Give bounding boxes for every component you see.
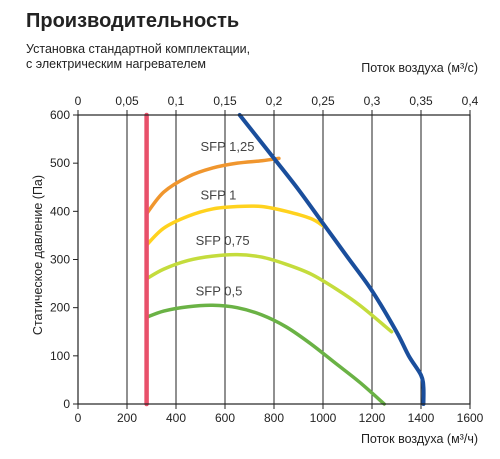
- x-tick-label: 1200: [359, 411, 386, 425]
- x-tick-label: 400: [166, 411, 186, 425]
- x-tick-label: 1400: [408, 411, 435, 425]
- grid: [126, 115, 422, 404]
- series-line-sfp-0-75: [144, 252, 394, 334]
- subtitle-line-2: с электрическим нагревателем: [26, 57, 207, 71]
- series-line-sfp-1-25: [144, 156, 281, 216]
- y-tick-label: 200: [50, 301, 70, 315]
- x-top-tick-label: 0,05: [115, 94, 139, 108]
- y-tick-label: 300: [50, 253, 70, 267]
- x-tick-label: 200: [117, 411, 137, 425]
- x-tick-label: 1600: [457, 411, 484, 425]
- y-tick-label: 400: [50, 204, 70, 218]
- x-top-tick-label: 0,15: [213, 94, 237, 108]
- series-line-sfp-0-5: [144, 303, 386, 406]
- x-top-tick-label: 0,4: [462, 94, 479, 108]
- series-line-sfp-1: [144, 204, 325, 247]
- plot-frame: [77, 114, 471, 405]
- series-label: SFP 0,75: [196, 233, 250, 248]
- x-tick-label: 0: [75, 411, 82, 425]
- x-top-tick-label: 0,2: [266, 94, 283, 108]
- x-top-tick-label: 0,3: [364, 94, 381, 108]
- x-tick-label: 600: [215, 411, 235, 425]
- series-lines: [144, 112, 426, 407]
- x-top-tick-label: 0: [75, 94, 82, 108]
- x-top-tick-label: 0,35: [409, 94, 433, 108]
- x-top-tick-label: 0,1: [168, 94, 185, 108]
- x-top-tick-label: 0,25: [311, 94, 335, 108]
- y-tick-label: 500: [50, 156, 70, 170]
- y-tick-label: 600: [50, 108, 70, 122]
- x-tick-label: 1000: [310, 411, 337, 425]
- subtitle-line-1: Установка стандартной комплектации,: [26, 42, 251, 56]
- x-axis-label: Поток воздуха (м³/ч): [360, 432, 478, 446]
- x-top-axis-label: Поток воздуха (м³/с): [361, 61, 478, 75]
- series-label: SFP 1: [201, 187, 237, 202]
- series-line-4: [237, 113, 426, 406]
- y-tick-label: 100: [50, 349, 70, 363]
- chart-subtitle: Установка стандартной комплектации, с эл…: [26, 42, 326, 72]
- x-tick-label: 800: [264, 411, 284, 425]
- chart-title: Производительность: [26, 10, 240, 32]
- series-label: SFP 0,5: [196, 284, 243, 299]
- y-tick-label: 0: [63, 397, 70, 411]
- series-labels: SFP 1,25 SFP 1 SFP 0,75 SFP 0,5: [196, 139, 255, 299]
- series-label: SFP 1,25: [201, 139, 255, 154]
